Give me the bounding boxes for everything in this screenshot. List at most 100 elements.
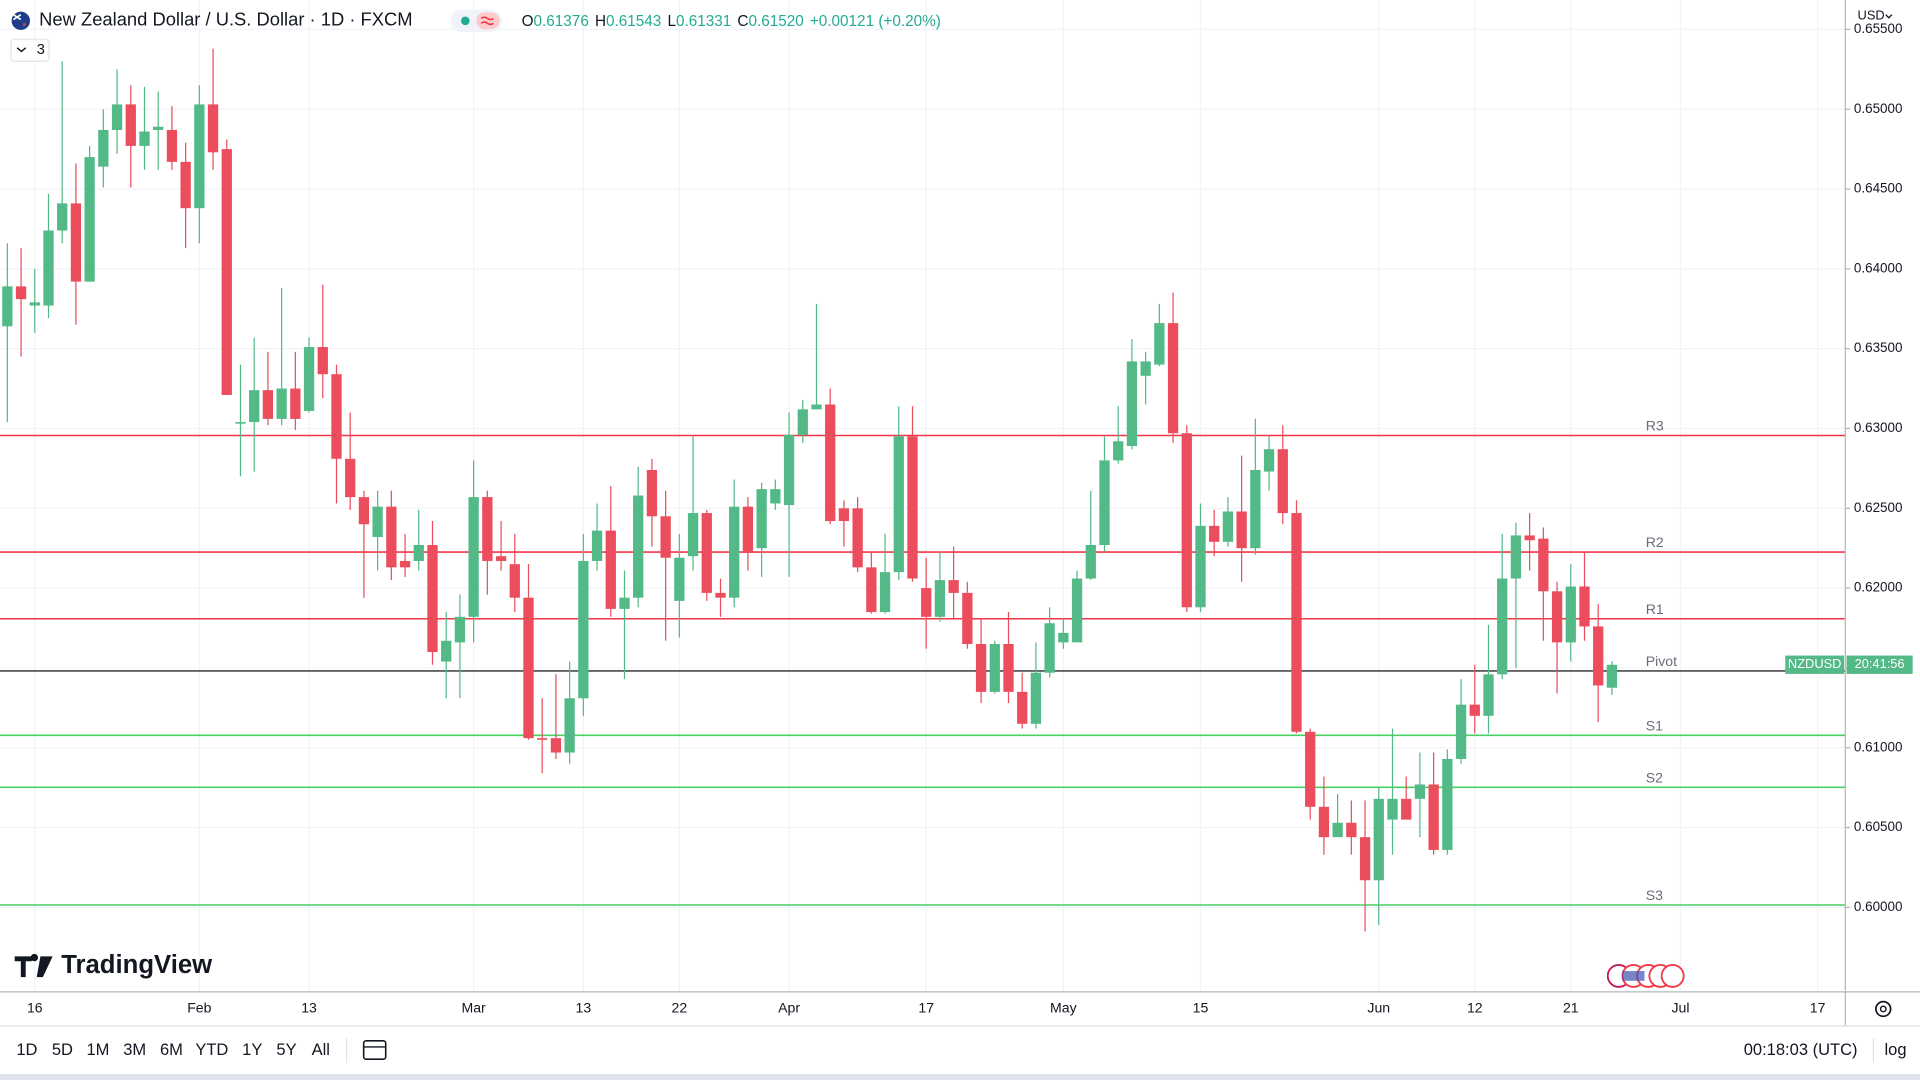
- log-scale-toggle[interactable]: log: [1884, 1040, 1906, 1059]
- candle-body: [1167, 323, 1179, 434]
- range-button[interactable]: 5D: [52, 1040, 73, 1059]
- candle-body: [1524, 535, 1535, 541]
- candle-body: [1538, 538, 1549, 592]
- candle-body: [756, 489, 767, 549]
- candle-body: [235, 422, 246, 424]
- countdown-bg: [1846, 655, 1913, 674]
- logo-mark: [14, 953, 53, 978]
- pivot-level-label: R3: [1646, 418, 1664, 434]
- candle-body: [742, 506, 754, 553]
- candle-body: [1455, 704, 1467, 759]
- candle-body: [1140, 361, 1151, 376]
- symbol-tag: NZDUSD: [1788, 656, 1842, 671]
- candle-body: [331, 374, 342, 459]
- candle-body: [194, 104, 205, 209]
- data-delay-badge: [476, 12, 500, 30]
- candle-body: [70, 203, 82, 282]
- symbol-header: New Zealand Dollar / U.S. Dollar · 1D · …: [10, 7, 1893, 62]
- candle-body: [729, 506, 740, 598]
- indicators-chevron: [16, 47, 27, 53]
- candle-body: [1579, 586, 1590, 627]
- candle-body: [262, 390, 274, 419]
- x-tick-label: 12: [1467, 1000, 1483, 1016]
- currency-label[interactable]: USD: [1858, 7, 1885, 22]
- x-tick-label: 17: [918, 1000, 934, 1016]
- y-tick-label: 0.60000: [1854, 899, 1903, 914]
- x-tick-label: 22: [672, 1000, 688, 1016]
- candle-body: [1414, 784, 1426, 799]
- range-button[interactable]: 6M: [160, 1040, 183, 1059]
- event-markers[interactable]: [1606, 963, 1685, 988]
- candle-body: [1291, 513, 1302, 732]
- candle-body: [125, 104, 136, 146]
- range-button[interactable]: 3M: [123, 1040, 146, 1059]
- y-tick-label: 0.65500: [1854, 21, 1903, 36]
- candle-body: [1606, 664, 1618, 688]
- candle-body: [454, 616, 466, 643]
- candle-body: [797, 409, 808, 435]
- x-tick-label: May: [1050, 1000, 1078, 1016]
- range-button[interactable]: YTD: [195, 1040, 228, 1059]
- candle-body: [783, 434, 795, 506]
- candle-body: [495, 556, 507, 561]
- indicators-toggle[interactable]: [10, 38, 50, 62]
- candle-body: [98, 129, 109, 167]
- candle-body: [907, 436, 918, 579]
- range-button[interactable]: 5Y: [276, 1040, 296, 1059]
- event-marker[interactable]: [1660, 963, 1685, 988]
- range-button[interactable]: 1Y: [242, 1040, 262, 1059]
- candle-body: [386, 506, 397, 568]
- candle-body: [1497, 578, 1508, 675]
- candle-body: [962, 592, 973, 644]
- candle-body: [1401, 798, 1412, 820]
- bottom-strip: [0, 1073, 1920, 1080]
- candle-body: [1318, 806, 1330, 838]
- candle-body: [1277, 449, 1288, 514]
- candle-body: [564, 698, 575, 753]
- clock[interactable]: 00:18:03 (UTC): [1744, 1040, 1858, 1059]
- candle-body: [1085, 545, 1096, 579]
- axis-settings[interactable]: [1875, 1000, 1892, 1018]
- candle-body: [838, 508, 850, 522]
- data-delay-icon: [480, 16, 494, 26]
- goto-date-icon[interactable]: [362, 1040, 387, 1060]
- candle-body: [15, 286, 27, 300]
- x-tick-label: Mar: [462, 1000, 487, 1016]
- candle-body: [358, 497, 370, 525]
- flag-cross: [12, 13, 22, 21]
- candle-body: [1017, 691, 1028, 724]
- quote-value: 0.61520: [748, 13, 803, 30]
- candle-body: [1209, 525, 1220, 542]
- y-tick-label: 0.62000: [1854, 580, 1903, 595]
- x-tick-label: Feb: [187, 1000, 211, 1016]
- candle-body: [701, 513, 712, 593]
- candle-body: [482, 497, 493, 561]
- candle-body: [111, 104, 123, 130]
- quote-value: 0.61543: [606, 13, 661, 30]
- candle-body: [29, 302, 40, 306]
- quote-value: 0.61331: [676, 13, 731, 30]
- candle-body: [523, 597, 534, 739]
- candle-body: [1030, 672, 1042, 724]
- y-tick-label: 0.63000: [1854, 420, 1903, 435]
- time-axis: 16 Feb 13 Mar 13 22 Apr 17 May 15 Jun 12 21 Jul 17: [27, 1000, 1826, 1016]
- pivot-level-label: S1: [1646, 717, 1663, 733]
- candle-body: [1113, 441, 1124, 461]
- candle-body: [1222, 511, 1234, 542]
- candle-body: [207, 104, 219, 153]
- flag-star: [23, 23, 26, 26]
- x-tick-label: 16: [27, 1000, 43, 1016]
- range-button[interactable]: All: [312, 1040, 330, 1059]
- candle-body: [893, 436, 904, 573]
- y-tick-label: 0.65000: [1854, 101, 1903, 116]
- indicator-count: 3: [37, 42, 45, 58]
- symbol-tag-bg: [1785, 655, 1845, 674]
- range-button[interactable]: 1D: [16, 1040, 37, 1059]
- range-button[interactable]: 1M: [86, 1040, 109, 1059]
- symbol-title[interactable]: New Zealand Dollar / U.S. Dollar · 1D · …: [39, 9, 412, 30]
- candle-body: [372, 506, 383, 538]
- x-tick-label: 17: [1810, 1000, 1826, 1016]
- candle-body: [1428, 784, 1439, 850]
- candle-body: [1483, 674, 1494, 716]
